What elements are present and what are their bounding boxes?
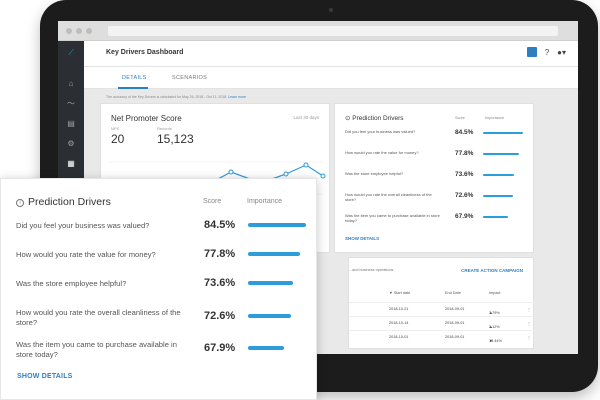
column-header[interactable]: Impact xyxy=(489,291,501,295)
tab-scenarios[interactable]: SCENARIOS xyxy=(172,75,208,81)
active-tab-indicator xyxy=(118,87,148,89)
driver-question: Did you feel your business was valued? xyxy=(345,129,416,134)
browser-bar xyxy=(58,21,578,41)
driver-score: 67.9% xyxy=(455,213,474,220)
window-dot[interactable] xyxy=(76,28,82,34)
driver-score: 72.6% xyxy=(455,192,474,199)
tablet-camera xyxy=(329,8,333,12)
importance-bar xyxy=(483,195,513,197)
app-header: Key Drivers Dashboard ? ●▾ xyxy=(84,41,578,67)
home-icon[interactable]: ⌂ xyxy=(68,78,74,88)
calendar-icon[interactable]: ▤ xyxy=(67,118,75,128)
importance-header: Importance xyxy=(485,116,504,120)
table-row[interactable]: 2018-10-21 2018-09-01 ▲ 3.79% ⋮ xyxy=(349,302,535,316)
account-icon[interactable]: ●▾ xyxy=(557,47,566,57)
start-date: 2018-10-14 xyxy=(389,321,409,325)
end-date: 2018-09-01 xyxy=(445,307,465,311)
driver-question: Was the store employee helpful? xyxy=(345,171,404,176)
driver-score: 73.6% xyxy=(204,277,236,289)
tab-bar: DETAILS SCENARIOS xyxy=(84,67,578,89)
tab-details[interactable]: DETAILS xyxy=(122,75,147,81)
importance-bar xyxy=(483,174,514,176)
records-label: Records xyxy=(157,126,172,131)
more-icon[interactable]: ⋮ xyxy=(527,336,531,340)
show-details-link[interactable]: SHOW DETAILS xyxy=(17,373,73,380)
importance-bar xyxy=(248,346,284,350)
logo-icon[interactable]: ⟋ xyxy=(68,48,74,57)
more-icon[interactable]: ⋮ xyxy=(527,308,531,312)
trend-point xyxy=(303,162,309,168)
nps-title: Net Promoter Score xyxy=(111,114,182,123)
down-arrow-icon: ▼ xyxy=(489,339,493,343)
settings-icon[interactable]: ⚙ xyxy=(67,138,75,148)
show-details-link[interactable]: SHOW DETAILS xyxy=(345,236,380,241)
nps-label: NPS xyxy=(111,126,120,131)
driver-score: 77.8% xyxy=(455,150,474,157)
up-arrow-icon: ▲ xyxy=(489,325,493,329)
column-header[interactable]: End Date xyxy=(445,291,461,295)
driver-score: 84.5% xyxy=(204,219,236,231)
tool-icon[interactable] xyxy=(526,47,537,57)
create-action-campaign-button[interactable]: CREATE ACTION CAMPAIGN xyxy=(461,268,523,273)
driver-question: Was the item you came to purchase availa… xyxy=(345,213,440,223)
importance-bar xyxy=(483,216,508,218)
up-arrow-icon: ▲ xyxy=(489,311,493,315)
prediction-drivers-card-mini: ⊙ Prediction Drivers Score Importance Di… xyxy=(334,103,534,253)
popup-title: Prediction Drivers xyxy=(28,196,111,208)
trend-icon[interactable]: 〜 xyxy=(67,98,75,108)
more-icon[interactable]: ⋮ xyxy=(527,322,531,326)
driver-score: 72.6% xyxy=(204,310,236,322)
driver-score: 84.5% xyxy=(455,129,474,136)
table-row[interactable]: 2018-10-01 2018-09-01 ▼ 13.44% ⋮ xyxy=(349,330,535,344)
records-value: 15,123 xyxy=(157,132,194,146)
table-row[interactable]: 2018-10-14 2018-09-01 ▲ 2.12% ⋮ xyxy=(349,316,535,330)
importance-bar xyxy=(483,132,523,134)
start-date: 2018-10-01 xyxy=(389,335,409,339)
driver-question: Was the store employee helpful? xyxy=(16,279,127,288)
help-icon[interactable]: ? xyxy=(544,47,550,57)
driver-question: How would you rate the value for money? xyxy=(16,250,156,259)
driver-score: 77.8% xyxy=(204,248,236,260)
importance-bar xyxy=(483,153,519,155)
score-header: Score xyxy=(203,198,222,205)
info-line: The accuracy of the Key Drivers is calcu… xyxy=(106,95,246,99)
prediction-drivers-popup: i Prediction Drivers Score Importance Di… xyxy=(0,178,317,400)
page-title: Key Drivers Dashboard xyxy=(106,49,184,56)
header-icons: ? ●▾ xyxy=(526,47,566,57)
importance-bar xyxy=(248,281,293,285)
start-date: 2018-10-21 xyxy=(389,307,409,311)
driver-question: How would you rate the value for money? xyxy=(345,150,419,155)
table-subtitle: ...and business operations. xyxy=(349,268,395,272)
score-header: Score xyxy=(455,116,465,120)
importance-bar xyxy=(248,223,306,227)
prediction-drivers-title: ⊙ Prediction Drivers xyxy=(345,115,404,122)
driver-question: Was the item you came to purchase availa… xyxy=(16,340,177,359)
importance-bar xyxy=(248,314,291,318)
info-icon: i xyxy=(16,199,24,207)
trend-point xyxy=(283,171,289,177)
importance-header: Importance xyxy=(247,198,283,205)
info-text: The accuracy of the Key Drivers is calcu… xyxy=(106,95,228,99)
campaign-table-card: ...and business operations. CREATE ACTIO… xyxy=(348,257,535,349)
importance-bar xyxy=(248,252,300,256)
end-date: 2018-09-01 xyxy=(445,335,465,339)
window-dot[interactable] xyxy=(66,28,72,34)
trend-point xyxy=(320,173,326,179)
info-link[interactable]: Learn more xyxy=(228,95,247,99)
driver-score: 73.6% xyxy=(455,171,474,178)
nps-range[interactable]: Last 30 days xyxy=(293,115,319,120)
column-header[interactable]: ▼ Start date xyxy=(389,291,411,295)
address-bar[interactable] xyxy=(108,26,558,36)
window-dot[interactable] xyxy=(86,28,92,34)
end-date: 2018-09-01 xyxy=(445,321,465,325)
driver-question: How would you rate the overall cleanline… xyxy=(345,192,432,202)
driver-question: How would you rate the overall cleanline… xyxy=(16,308,181,327)
trend-point xyxy=(228,169,234,175)
grid-icon[interactable]: ▦ xyxy=(67,158,75,168)
driver-question: Did you feel your business was valued? xyxy=(16,221,150,230)
driver-score: 67.9% xyxy=(204,342,236,354)
nps-value: 20 xyxy=(111,132,125,146)
